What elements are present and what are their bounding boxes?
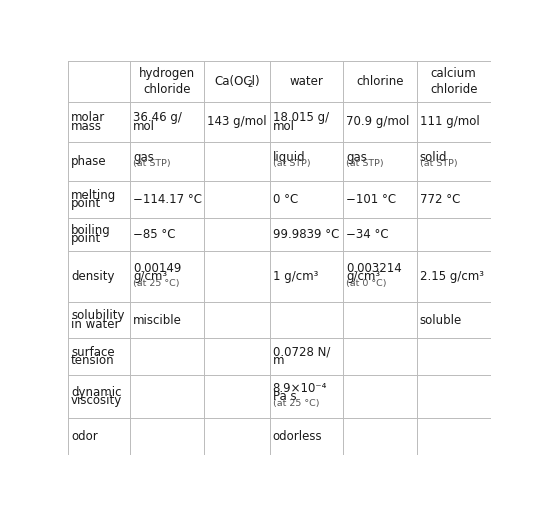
Text: g/cm³: g/cm³ <box>133 270 167 284</box>
Text: solubility: solubility <box>71 309 125 322</box>
Text: 36.46 g/: 36.46 g/ <box>133 111 182 124</box>
Text: 0.0728 N/: 0.0728 N/ <box>272 345 330 359</box>
Text: −85 °C: −85 °C <box>133 228 175 241</box>
Text: mol: mol <box>272 120 295 132</box>
Text: hydrogen
chloride: hydrogen chloride <box>139 67 195 96</box>
Text: soluble: soluble <box>420 314 462 327</box>
Text: gas: gas <box>346 151 367 164</box>
Text: density: density <box>71 270 114 283</box>
Text: point: point <box>71 233 101 245</box>
Text: phase: phase <box>71 155 107 168</box>
Text: 0 °C: 0 °C <box>272 193 298 206</box>
Text: water: water <box>289 75 324 88</box>
Text: −34 °C: −34 °C <box>346 228 389 241</box>
Text: viscosity: viscosity <box>71 394 122 407</box>
Text: miscible: miscible <box>133 314 182 327</box>
Text: (at 25 °C): (at 25 °C) <box>133 278 180 288</box>
Text: m: m <box>272 354 284 367</box>
Text: in water: in water <box>71 318 119 331</box>
Text: gas: gas <box>133 151 154 164</box>
Text: 111 g/mol: 111 g/mol <box>420 115 480 128</box>
Text: 143 g/mol: 143 g/mol <box>207 115 267 128</box>
Text: odor: odor <box>71 430 98 443</box>
Text: 0.003214: 0.003214 <box>346 262 402 275</box>
Text: 70.9 g/mol: 70.9 g/mol <box>346 115 410 128</box>
Text: (at STP): (at STP) <box>420 159 457 169</box>
Text: point: point <box>71 197 101 211</box>
Text: Ca(OCl): Ca(OCl) <box>214 75 259 88</box>
Text: Pa s: Pa s <box>272 390 296 403</box>
Text: 8.9×10⁻⁴: 8.9×10⁻⁴ <box>272 382 327 395</box>
Text: −101 °C: −101 °C <box>346 193 396 206</box>
Text: 0.00149: 0.00149 <box>133 262 181 275</box>
Text: 2: 2 <box>248 80 253 89</box>
Text: dynamic: dynamic <box>71 386 122 399</box>
Text: solid: solid <box>420 151 447 164</box>
Text: (at STP): (at STP) <box>346 159 384 169</box>
Text: 1 g/cm³: 1 g/cm³ <box>272 270 318 283</box>
Text: odorless: odorless <box>272 430 322 443</box>
Text: 2.15 g/cm³: 2.15 g/cm³ <box>420 270 484 283</box>
Text: melting: melting <box>71 189 116 202</box>
Text: boiling: boiling <box>71 224 111 237</box>
Text: 18.015 g/: 18.015 g/ <box>272 111 329 124</box>
Text: tension: tension <box>71 354 114 367</box>
Text: surface: surface <box>71 345 114 359</box>
Text: 772 °C: 772 °C <box>420 193 460 206</box>
Text: (at STP): (at STP) <box>272 159 310 169</box>
Text: (at 25 °C): (at 25 °C) <box>272 399 319 408</box>
Text: −114.17 °C: −114.17 °C <box>133 193 202 206</box>
Text: mol: mol <box>133 120 155 132</box>
Text: 99.9839 °C: 99.9839 °C <box>272 228 339 241</box>
Text: (at 0 °C): (at 0 °C) <box>346 278 387 288</box>
Text: molar: molar <box>71 111 105 124</box>
Text: mass: mass <box>71 120 102 132</box>
Text: liquid: liquid <box>272 151 305 164</box>
Text: g/cm³: g/cm³ <box>346 270 380 284</box>
Text: (at STP): (at STP) <box>133 159 171 169</box>
Text: chlorine: chlorine <box>356 75 404 88</box>
Text: calcium
chloride: calcium chloride <box>430 67 477 96</box>
